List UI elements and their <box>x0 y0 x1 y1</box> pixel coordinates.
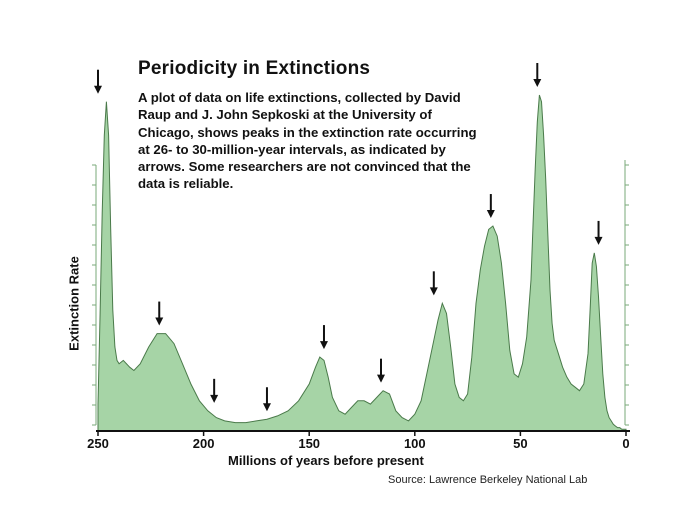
x-axis-ticks: 250 200 150 100 50 0 <box>87 431 630 451</box>
peak-arrows <box>94 63 603 412</box>
plot-ticks-left <box>92 164 97 426</box>
peak-arrow <box>319 325 328 350</box>
peak-arrow <box>262 387 271 412</box>
plot-ticks-right <box>624 160 629 426</box>
x-axis-label: Millions of years before present <box>228 453 424 468</box>
source-credit: Source: Lawrence Berkeley National Lab <box>388 474 588 486</box>
chart-title: Periodicity in Extinctions <box>138 58 371 79</box>
peak-arrow <box>594 220 603 245</box>
x-tick-label: 250 <box>87 436 109 451</box>
x-tick-label: 50 <box>513 436 527 451</box>
peak-arrow <box>486 194 495 219</box>
peak-arrow <box>155 301 164 326</box>
y-axis-label: Extinction Rate <box>66 256 82 351</box>
x-tick-label: 0 <box>622 436 629 451</box>
peak-arrow <box>533 63 542 87</box>
peak-arrow <box>429 271 438 296</box>
x-tick-label: 150 <box>298 436 320 451</box>
chart-subtitle: A plot of data on life extinctions, coll… <box>138 90 477 192</box>
x-tick-label: 100 <box>404 436 426 451</box>
peak-arrow <box>94 69 102 94</box>
extinction-rate-area <box>97 94 627 432</box>
peak-arrow <box>210 378 219 403</box>
x-tick-label: 200 <box>193 436 215 451</box>
peak-arrow <box>377 358 386 383</box>
